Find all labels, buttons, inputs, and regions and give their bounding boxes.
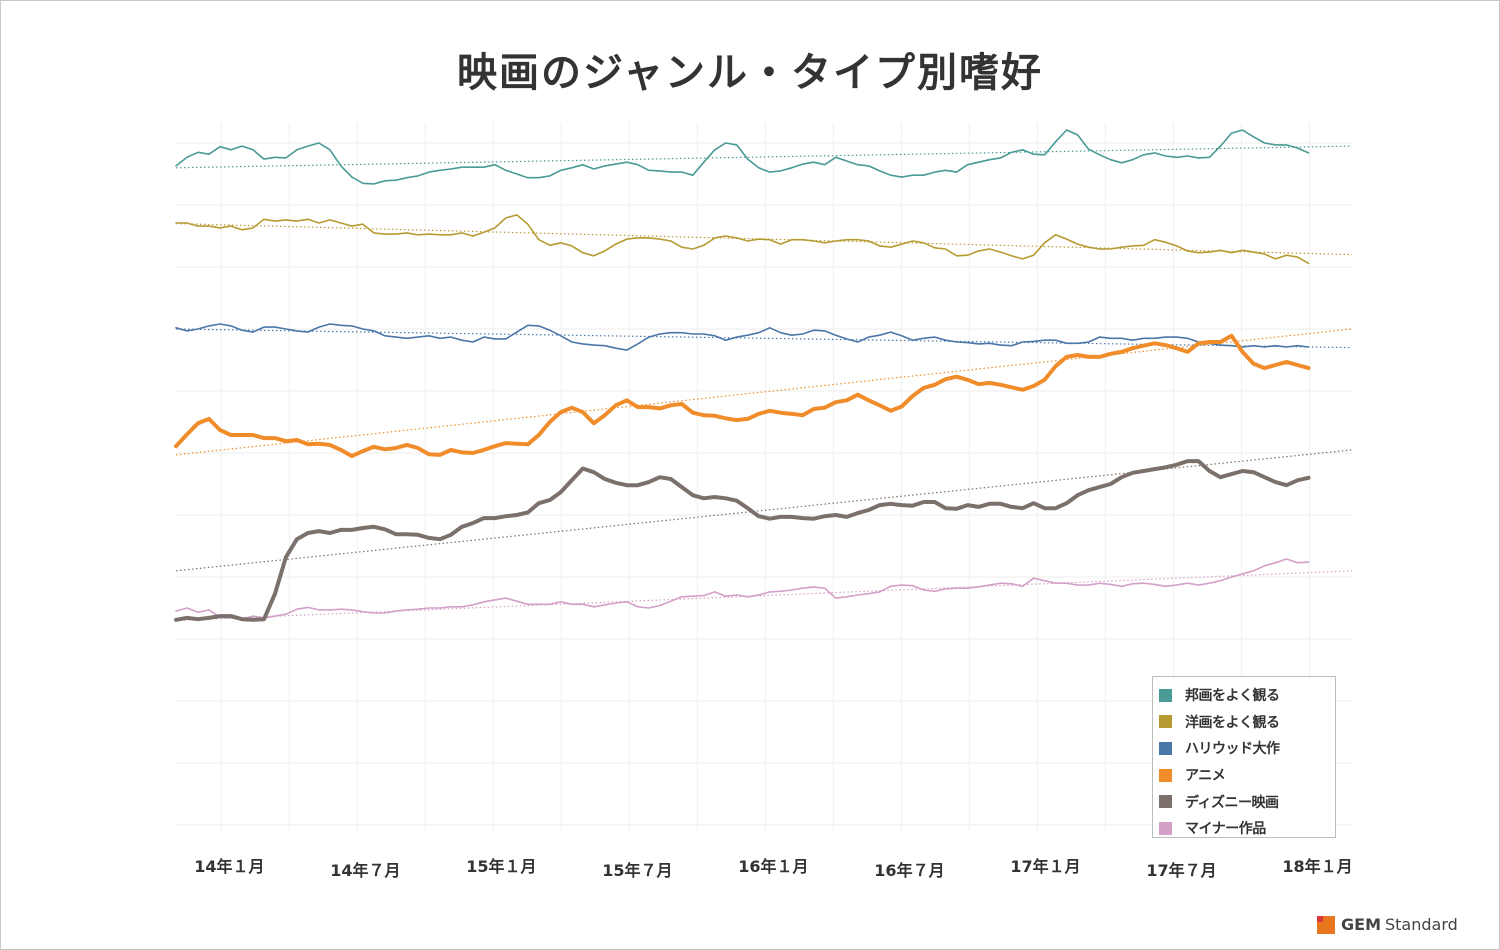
- trend-line: [175, 328, 1353, 456]
- chart-title: 映画のジャンル・タイプ別嗜好: [457, 50, 1043, 96]
- series-line: [175, 323, 1310, 351]
- x-tick-label: 16年７月: [874, 861, 945, 880]
- legend-swatch: [1159, 715, 1172, 729]
- legend-item: ハリウッド大作: [1159, 735, 1335, 762]
- legend-item: マイナー作品: [1159, 815, 1335, 842]
- series-line: [174, 333, 1311, 459]
- legend-swatch: [1159, 688, 1172, 702]
- series-line: [175, 129, 1310, 185]
- legend-label: 洋画をよく観る: [1185, 714, 1280, 731]
- brand-mark-icon: [1317, 915, 1335, 934]
- legend-item: 洋画をよく観る: [1159, 709, 1335, 736]
- x-tick-label: 17年７月: [1146, 861, 1217, 880]
- legend-label: アニメ: [1185, 768, 1226, 785]
- x-tick-label: 15年７月: [602, 861, 673, 880]
- trend-line: [175, 145, 1353, 169]
- series-line: [175, 558, 1310, 621]
- x-tick-label: 17年１月: [1010, 857, 1081, 876]
- x-tick-label: 18年１月: [1282, 857, 1353, 876]
- legend-label: ハリウッド大作: [1185, 741, 1280, 758]
- x-tick-label: 14年７月: [330, 861, 401, 880]
- trend-line: [175, 328, 1353, 349]
- legend-item: 邦画をよく観る: [1159, 682, 1335, 709]
- series-line: [175, 214, 1310, 265]
- trend-line: [175, 570, 1353, 621]
- x-tick-label: 15年１月: [466, 857, 537, 876]
- brand-name-regular: Standard: [1384, 915, 1458, 934]
- brand-name-bold: GEM: [1341, 915, 1381, 934]
- brand-logo: GEM Standard: [1317, 915, 1458, 934]
- series-line: [174, 459, 1311, 622]
- legend-swatch: [1159, 795, 1172, 809]
- trend-line: [175, 449, 1353, 572]
- x-tick-label: 16年１月: [738, 857, 809, 876]
- legend-label: マイナー作品: [1185, 821, 1266, 838]
- legend-swatch: [1159, 741, 1172, 755]
- legend-label: ディズニー映画: [1185, 794, 1279, 811]
- legend-label: 邦画をよく観る: [1185, 688, 1280, 705]
- legend-item: ディズニー映画: [1159, 788, 1335, 815]
- legend-swatch: [1159, 821, 1172, 835]
- legend-item: アニメ: [1159, 762, 1335, 789]
- legend: 邦画をよく観る 洋画をよく観る ハリウッド大作 アニメディズニー映画 マイナー作品: [1152, 676, 1336, 838]
- legend-swatch: [1159, 768, 1172, 782]
- x-tick-label: 14年１月: [194, 857, 265, 876]
